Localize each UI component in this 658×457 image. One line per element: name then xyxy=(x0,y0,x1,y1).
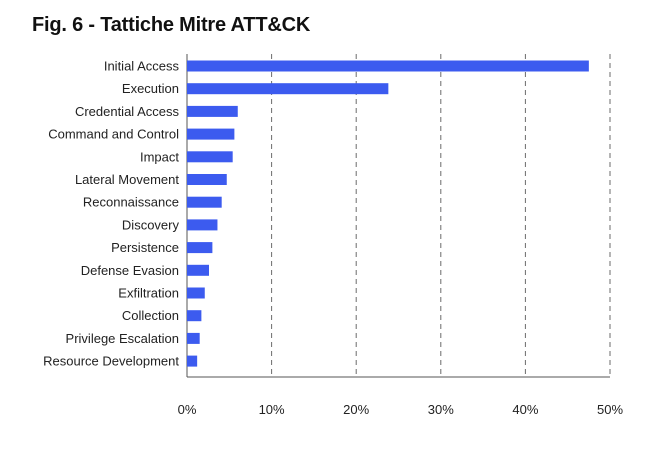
category-label: Resource Development xyxy=(43,354,179,369)
x-tick-label: 20% xyxy=(343,402,369,417)
x-tick-label: 40% xyxy=(512,402,538,417)
bar xyxy=(187,332,200,344)
bar xyxy=(187,310,202,322)
x-tick-label: 10% xyxy=(259,402,285,417)
bar xyxy=(187,242,213,254)
category-label: Impact xyxy=(140,149,179,164)
category-label: Discovery xyxy=(122,217,180,232)
grid-lines xyxy=(271,54,611,377)
bar xyxy=(187,196,222,208)
category-label: Credential Access xyxy=(75,104,180,119)
x-tick-labels: 0% 10% 20% 30% 40% 50% xyxy=(178,402,624,417)
x-tick-label: 0% xyxy=(178,402,197,417)
category-label: Defense Evasion xyxy=(81,263,179,278)
x-tick-label: 30% xyxy=(428,402,454,417)
category-label: Persistence xyxy=(111,240,179,255)
category-label: Command and Control xyxy=(48,127,179,142)
bar xyxy=(187,128,235,140)
category-label: Privilege Escalation xyxy=(66,331,179,346)
bar xyxy=(187,60,589,72)
category-label: Exfiltration xyxy=(118,286,179,301)
bar xyxy=(187,83,389,95)
bar xyxy=(187,355,198,367)
x-tick-label: 50% xyxy=(597,402,623,417)
category-label: Execution xyxy=(122,81,179,96)
bars xyxy=(187,60,589,367)
bar xyxy=(187,151,233,163)
bar xyxy=(187,174,227,185)
category-label: Collection xyxy=(122,308,179,323)
bar xyxy=(187,105,238,117)
category-labels: Initial Access Execution Credential Access… xyxy=(43,59,179,369)
bar xyxy=(187,287,205,299)
bar xyxy=(187,264,209,276)
category-label: Lateral Movement xyxy=(75,172,179,187)
bar xyxy=(187,219,218,231)
chart-title: Fig. 6 - Tattiche Mitre ATT&CK xyxy=(32,14,311,36)
category-label: Reconnaissance xyxy=(83,195,179,210)
axes xyxy=(186,54,610,378)
category-label: Initial Access xyxy=(104,59,180,74)
